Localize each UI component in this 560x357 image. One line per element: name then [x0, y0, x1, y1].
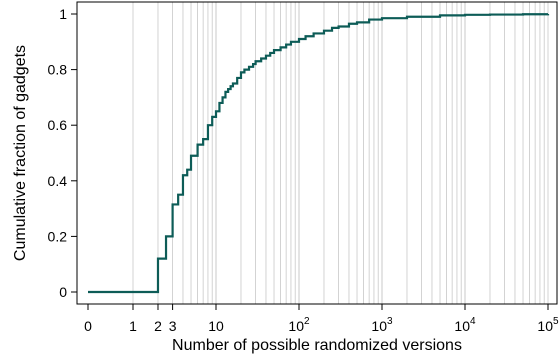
x-tick-label: 102: [288, 316, 310, 334]
x-tick-label: 1: [129, 318, 137, 334]
x-tick-label-base: 10: [288, 318, 304, 334]
x-tick-label: 3: [169, 318, 177, 334]
y-tick-label: 0.8: [48, 62, 68, 78]
grid-lines: [132, 2, 549, 304]
y-tick-label: 0: [59, 284, 67, 300]
y-axis-ticks: 0 0.2 0.4 0.6 0.8 1: [48, 6, 77, 300]
x-tick-label: 2: [154, 318, 162, 334]
y-tick-label: 1: [59, 6, 67, 22]
x-axis-ticks: 0 1 2 3 10 102 103 104 105: [84, 304, 559, 334]
x-tick-label-base: 10: [454, 318, 470, 334]
x-tick-label: 0: [84, 318, 92, 334]
y-tick-label: 0.4: [48, 173, 68, 189]
plot-frame: [76, 1, 558, 305]
x-tick-label: 104: [454, 316, 476, 334]
y-tick-label: 0.6: [48, 117, 68, 133]
x-tick-label: 103: [371, 316, 393, 334]
x-tick-label-exponent: 4: [470, 316, 476, 327]
x-tick-label-base: 10: [537, 318, 553, 334]
y-axis-label: Cumulative fraction of gadgets: [12, 45, 29, 261]
x-tick-label-base: 10: [371, 318, 387, 334]
x-tick-label-exponent: 2: [304, 316, 310, 327]
x-tick-label: 105: [537, 316, 559, 334]
x-tick-label: 10: [208, 318, 224, 334]
series-line: [88, 13, 550, 294]
y-tick-label: 0.2: [48, 228, 68, 244]
x-axis-label: Number of possible randomized versions: [172, 337, 462, 354]
x-tick-label-exponent: 5: [553, 316, 559, 327]
x-tick-label-exponent: 3: [387, 316, 393, 327]
